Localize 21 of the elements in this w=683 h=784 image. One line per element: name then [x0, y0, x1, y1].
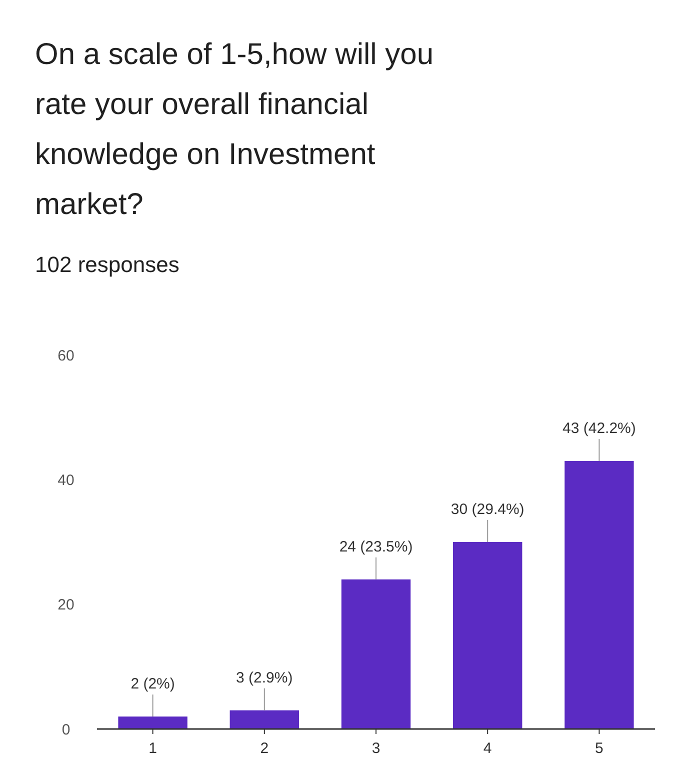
y-tick-label: 0: [62, 721, 70, 738]
data-label: 43 (42.2%): [562, 420, 636, 437]
bar: [453, 542, 522, 729]
bar: [118, 716, 188, 729]
bar: [564, 460, 634, 729]
bar: [230, 710, 299, 729]
data-label: 30 (29.4%): [450, 501, 524, 518]
y-tick-label: 60: [58, 347, 74, 364]
data-label: 24 (23.5%): [339, 538, 413, 556]
data-label: 3 (2.9%): [236, 669, 293, 686]
x-tick-label: 4: [483, 740, 492, 757]
x-tick-label: 5: [595, 740, 604, 757]
chart-subtitle: 102 responses: [35, 252, 180, 277]
x-tick-label: 3: [372, 740, 380, 757]
data-label: 2 (2%): [130, 676, 175, 693]
x-tick-label: 1: [148, 740, 157, 757]
x-tick-label: 2: [260, 740, 269, 757]
y-tick-label: 20: [58, 596, 74, 614]
y-tick-label: 40: [58, 472, 74, 489]
chart-title: On a scale of 1-5,how will you rate your overall financial knowledge on Investment market?: [35, 38, 434, 221]
bar: [341, 579, 411, 729]
